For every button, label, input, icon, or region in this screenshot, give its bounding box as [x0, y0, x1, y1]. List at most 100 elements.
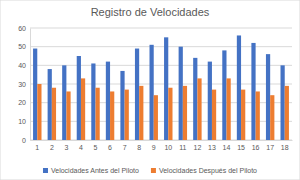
- tick-label: 7: [123, 144, 127, 151]
- tick: 15: [237, 140, 245, 151]
- grid: [30, 28, 292, 140]
- bar: [139, 86, 143, 140]
- tick-label: 0: [22, 137, 26, 144]
- tick-label: 14: [223, 144, 231, 151]
- tick: 0: [22, 137, 30, 144]
- bar: [81, 78, 85, 140]
- tick: 8: [137, 140, 141, 151]
- tick: 12: [193, 140, 201, 151]
- bar: [227, 78, 231, 140]
- bar: [120, 71, 124, 140]
- tick-label: 1: [35, 144, 39, 151]
- tick: 50: [18, 43, 30, 50]
- bar: [37, 84, 41, 140]
- tick: 60: [18, 25, 30, 32]
- legend-item: Velocidades Después del Piloto: [151, 167, 257, 175]
- series: [37, 78, 289, 140]
- bar: [154, 95, 158, 140]
- bar: [150, 45, 154, 140]
- tick: 5: [94, 140, 98, 151]
- bar: [52, 88, 56, 140]
- tick-label: 40: [18, 62, 26, 69]
- series: [33, 35, 285, 140]
- tick-label: 9: [152, 144, 156, 151]
- bar: [197, 78, 201, 140]
- tick-label: 11: [179, 144, 186, 151]
- bar: [106, 62, 110, 140]
- tick-label: 3: [64, 144, 68, 151]
- bar: [168, 88, 172, 140]
- bar: [237, 35, 241, 140]
- tick-label: 8: [137, 144, 141, 151]
- bar: [66, 91, 70, 140]
- tick: 30: [18, 81, 30, 88]
- legend-swatch: [43, 168, 48, 173]
- bar: [251, 43, 255, 140]
- bar: [193, 58, 197, 140]
- bar: [266, 54, 270, 140]
- bar: [183, 86, 187, 140]
- plot: 0102030405060123456789101112131415161718: [18, 25, 292, 151]
- bar: [164, 37, 168, 140]
- bar: [33, 49, 37, 140]
- legend: Velocidades Antes del Piloto Velocidades …: [43, 167, 257, 175]
- tick-label: 30: [18, 81, 26, 88]
- tick: 16: [252, 140, 260, 151]
- tick: 10: [164, 140, 172, 151]
- axis-line: [30, 29, 31, 141]
- bar: [91, 63, 95, 140]
- tick-label: 10: [18, 118, 26, 125]
- grid-line: [30, 28, 292, 29]
- y-axis: 0102030405060: [18, 25, 30, 144]
- title: Registro de Velocidades: [91, 6, 210, 18]
- background: [0, 0, 300, 180]
- bar: [77, 56, 81, 140]
- bar: [241, 90, 245, 140]
- tick: 18: [281, 140, 289, 151]
- tick: 13: [208, 140, 216, 151]
- legend-item: Velocidades Antes del Piloto: [43, 167, 139, 174]
- bar: [212, 90, 216, 140]
- bar: [208, 62, 212, 140]
- bar: [281, 65, 285, 140]
- tick-label: 5: [94, 144, 98, 151]
- bars: [33, 35, 289, 140]
- tick-label: 13: [208, 144, 216, 151]
- tick: 2: [50, 140, 54, 151]
- tick-label: 12: [193, 144, 201, 151]
- bar: [270, 95, 274, 140]
- legend-swatch: [151, 168, 156, 173]
- bar: [135, 49, 139, 140]
- tick: 3: [64, 140, 68, 151]
- tick-label: 2: [50, 144, 54, 151]
- tick-label: 17: [266, 144, 274, 151]
- tick-label: 15: [237, 144, 245, 151]
- tick-label: 10: [164, 144, 172, 151]
- tick-label: 6: [108, 144, 112, 151]
- tick: 11: [179, 140, 186, 151]
- tick-label: 16: [252, 144, 260, 151]
- bar: [48, 69, 52, 140]
- bar: [256, 91, 260, 140]
- tick-label: 60: [18, 25, 26, 32]
- bar: [222, 50, 226, 140]
- axis-line: [31, 140, 293, 141]
- tick: 4: [79, 140, 83, 151]
- bar: [96, 88, 100, 140]
- tick: 17: [266, 140, 274, 151]
- legend-label: Velocidades Después del Piloto: [159, 167, 257, 175]
- tick: 9: [152, 140, 156, 151]
- tick-label: 50: [18, 43, 26, 50]
- bar: [179, 47, 183, 140]
- chart: Registro de Velocidades01020304050601234…: [0, 0, 300, 180]
- tick: 7: [123, 140, 127, 151]
- tick: 10: [18, 118, 30, 125]
- tick: 14: [223, 140, 231, 151]
- bar: [62, 65, 66, 140]
- bar: [110, 91, 114, 140]
- legend-label: Velocidades Antes del Piloto: [51, 167, 139, 174]
- bar: [125, 90, 129, 140]
- bar: [285, 86, 289, 140]
- tick-label: 4: [79, 144, 83, 151]
- tick: 6: [108, 140, 112, 151]
